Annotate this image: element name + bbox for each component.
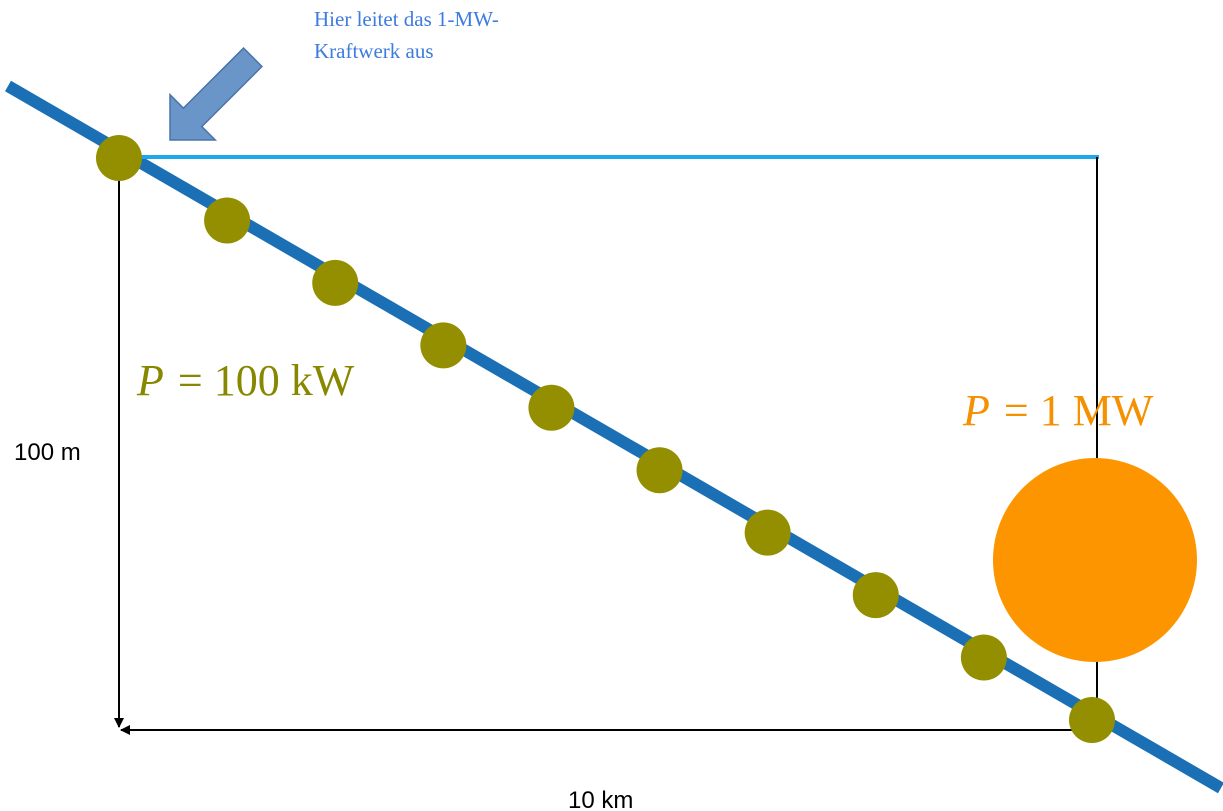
small-plant-power-label: P = 100 kW bbox=[136, 356, 355, 405]
large-plant-power-symbol: P bbox=[962, 386, 990, 435]
small-plant-circle bbox=[420, 322, 467, 369]
small-plant-circle bbox=[204, 197, 251, 244]
large-plant-power-label: P = 1 MW bbox=[962, 386, 1154, 435]
small-plant-circle bbox=[960, 634, 1007, 681]
small-plants-group bbox=[96, 135, 1115, 743]
river-line bbox=[4, 80, 1223, 794]
small-plant-circle bbox=[852, 572, 899, 619]
length-label: 10 km bbox=[568, 787, 633, 811]
large-plant-circle bbox=[993, 458, 1197, 662]
small-plant-circle bbox=[636, 447, 683, 494]
small-plant-circle bbox=[96, 135, 142, 181]
pointer-arrow-icon bbox=[169, 47, 263, 141]
small-plant-circle bbox=[528, 384, 575, 431]
small-plant-circle bbox=[744, 509, 791, 556]
annotation-line-1: Hier leitet das 1-MW- bbox=[314, 7, 499, 31]
height-label: 100 m bbox=[14, 439, 81, 466]
small-plant-circle bbox=[312, 259, 359, 306]
small-plant-circle bbox=[1069, 697, 1115, 743]
small-plant-power-symbol: P bbox=[136, 356, 164, 405]
small-plant-power-value: = 100 kW bbox=[178, 356, 355, 405]
annotation-line-2: Kraftwerk aus bbox=[314, 39, 434, 63]
large-plant-power-value: = 1 MW bbox=[1004, 386, 1154, 435]
